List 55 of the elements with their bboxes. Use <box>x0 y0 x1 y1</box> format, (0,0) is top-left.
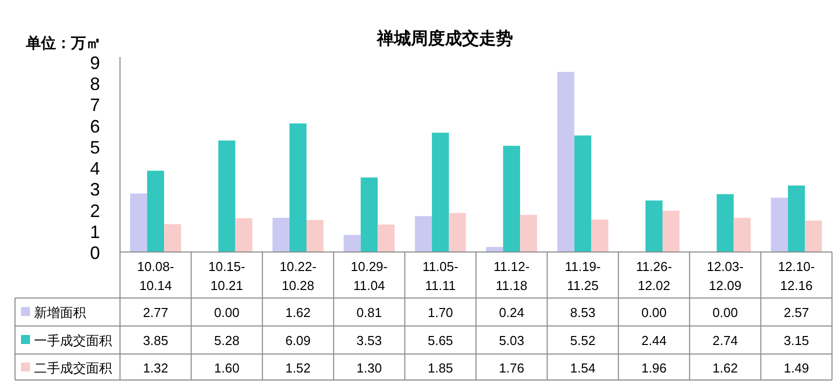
data-label: 5.52 <box>570 333 596 348</box>
data-label: 3.15 <box>784 333 810 348</box>
x-tick-label: 10.22-10.28 <box>280 259 316 293</box>
chart-title: 禅城周度成交走势 <box>376 29 513 48</box>
x-tick-label: 11.19-11.25 <box>564 259 601 293</box>
data-label: 1.96 <box>641 360 667 376</box>
x-tick-label: 10.15-10.21 <box>208 259 246 293</box>
data-label: 1.52 <box>285 360 311 376</box>
data-label: 1.30 <box>356 360 382 376</box>
data-label: 6.09 <box>285 333 311 348</box>
data-label: 0.00 <box>214 305 240 320</box>
y-tick-label: 5 <box>90 137 100 158</box>
x-tick-label: 12.03-12.09 <box>706 259 744 293</box>
y-tick-label: 0 <box>90 243 100 263</box>
legend-label: 一手成交面积 <box>34 333 112 348</box>
data-label: 2.74 <box>712 333 738 348</box>
legend-label: 新增面积 <box>34 305 86 320</box>
y-tick-label: 6 <box>90 116 100 136</box>
data-label: 0.00 <box>712 305 738 320</box>
data-label: 5.65 <box>428 333 454 348</box>
data-label: 8.53 <box>570 305 596 320</box>
data-label: 3.53 <box>356 333 382 348</box>
x-tick-label: 12.10-12.16 <box>778 259 815 293</box>
x-tick-label: 11.12-11.18 <box>494 259 530 293</box>
y-axis-title: 单位：万㎡ <box>25 35 101 52</box>
data-label: 2.44 <box>641 333 667 348</box>
data-label: 1.85 <box>428 360 454 376</box>
data-label: 0.00 <box>641 305 667 320</box>
data-label: 1.60 <box>214 360 240 376</box>
data-label: 0.81 <box>356 305 382 320</box>
data-label: 1.32 <box>142 360 168 376</box>
y-tick-label: 1 <box>90 222 100 242</box>
data-label: 2.77 <box>142 305 168 320</box>
y-tick-label: 8 <box>90 74 100 94</box>
data-label: 1.62 <box>712 360 738 376</box>
x-tick-label: 10.08-10.14 <box>137 259 174 293</box>
data-label: 1.76 <box>498 360 524 376</box>
y-tick-label: 2 <box>90 200 100 221</box>
y-tick-label: 3 <box>90 180 100 200</box>
data-label: 3.85 <box>142 333 168 348</box>
data-label: 0.24 <box>498 305 524 320</box>
data-label: 2.57 <box>784 305 810 320</box>
legend-label: 二手成交面积 <box>34 360 112 376</box>
data-label: 1.54 <box>570 360 596 376</box>
y-tick-label: 9 <box>90 53 100 73</box>
y-tick-label: 7 <box>90 95 100 116</box>
data-label: 1.62 <box>285 305 311 320</box>
data-label: 5.03 <box>498 333 524 348</box>
x-tick-label: 11.26-12.02 <box>636 259 672 293</box>
data-label: 1.49 <box>784 360 810 376</box>
data-label: 5.28 <box>214 333 240 348</box>
y-tick-label: 4 <box>90 158 100 179</box>
data-label: 1.70 <box>428 305 454 320</box>
x-tick-label: 10.29-11.04 <box>350 259 388 293</box>
x-tick-label: 11.05-11.11 <box>422 259 458 293</box>
